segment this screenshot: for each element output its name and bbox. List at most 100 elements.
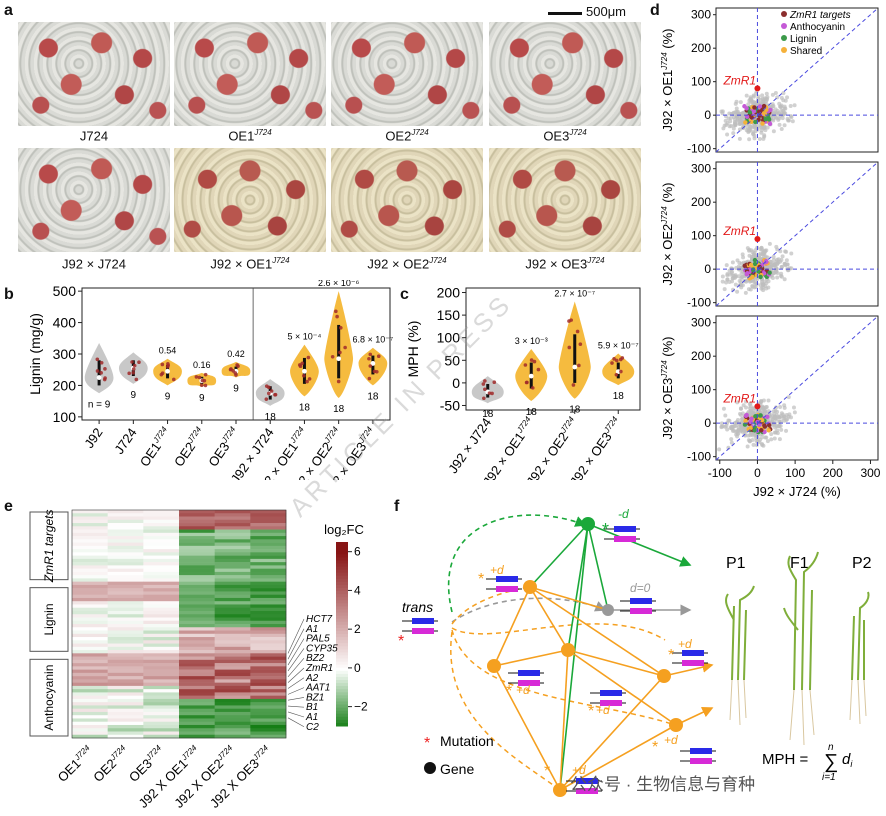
heatmap-cell [107,565,144,569]
legend-marker [781,47,787,53]
gene-point [765,125,770,130]
zmr1-point [754,236,761,243]
category-point [757,104,763,109]
colorbar-cell [336,612,348,617]
gene-point [772,436,777,441]
x-tick-label: J92 × J724 [445,415,494,476]
heatmap-cell [214,591,251,595]
heatmap-cell [214,679,251,683]
colorbar-cell [336,624,348,629]
category-point [762,424,768,429]
data-point [578,342,583,347]
heatmap-cell [143,676,180,680]
data-point [335,314,339,319]
gene-point [791,405,796,410]
n-label: 9 [233,384,239,395]
heatmap-cell [143,728,180,732]
gene-cassette [566,778,602,794]
data-point [203,372,208,377]
heatmap-cell [107,529,144,534]
heatmap-cell [72,584,108,589]
category-point [743,413,749,419]
heatmap-cell [107,591,144,595]
zmr1-point [754,85,761,92]
heatmap-cell [72,715,108,719]
heatmap-cell [214,659,251,664]
category-point [749,416,754,421]
heatmap-cell [214,666,251,670]
gene-point [752,124,757,129]
gene-label: A1 [305,624,318,635]
heatmap-cell [72,640,108,644]
heatmap-cell [107,532,144,537]
y-tick-label: 100 [691,229,711,243]
gene-point [782,104,787,109]
heatmap-cell [179,545,215,550]
heatmap-cell [179,516,215,521]
colorbar-tick-label: 2 [354,622,361,636]
data-point [532,359,537,364]
heatmap-cell [250,698,287,703]
colorbar-cell [336,658,348,663]
gene-point [779,427,784,432]
heatmap-cell [179,539,215,543]
gene-point [746,128,751,133]
gene-point [779,264,784,269]
heatmap-cell [107,513,144,517]
heatmap-cell [250,617,287,622]
heatmap-cell [179,669,215,674]
heatmap-cell [179,659,215,664]
colorbar-cell [336,637,348,641]
data-point [577,363,581,368]
heatmap-cell [143,542,180,547]
heatmap-cell [214,549,251,553]
zmr1-label: ZmR1 [722,73,756,87]
gene-point [759,245,764,250]
gene-point [773,425,778,430]
data-point [614,358,619,363]
heatmap-cell [143,539,180,543]
heatmap-cell [250,734,287,739]
gene-point [789,251,794,256]
gene-node [669,718,683,732]
gene-point [740,252,745,257]
data-point [137,360,141,365]
p-value-label: 0.54 [159,346,177,356]
gene-leader [287,687,305,695]
heatmap-cell [143,620,180,625]
heatmap-cell [143,604,180,609]
median-dot [96,375,102,380]
heatmap-cell [250,575,287,579]
gene-cassette [680,748,716,764]
heatmap-cell [179,597,215,602]
heatmap-cell [72,698,108,703]
gene-point [717,447,722,452]
mutation-star: * [398,633,404,650]
heatmap-cell [250,552,287,556]
colorbar-cell [336,551,348,555]
data-point [343,345,347,350]
gene-point [731,131,736,136]
heatmap-cell [250,659,287,664]
heatmap-cell [250,584,287,589]
gene-cassette [672,650,708,666]
data-point [202,378,207,383]
gene-point [721,406,726,411]
heatmap-cell [250,711,287,716]
data-point [302,373,306,378]
gene-point [727,418,732,423]
data-point [160,371,165,376]
dashed-edge [450,631,561,791]
heatmap-cell [214,607,251,612]
group-box [29,658,69,737]
data-point [618,357,623,362]
heatmap-cell [179,536,215,540]
heatmap-cell [250,601,287,605]
heatmap-cell [107,575,144,579]
formula-sum: ∑ [824,751,838,773]
p-value-label: 3 × 10⁻³ [515,336,548,346]
heatmap-cell [107,643,144,648]
heatmap-cell [107,562,144,566]
gene-point [764,435,769,440]
data-point [481,382,486,386]
